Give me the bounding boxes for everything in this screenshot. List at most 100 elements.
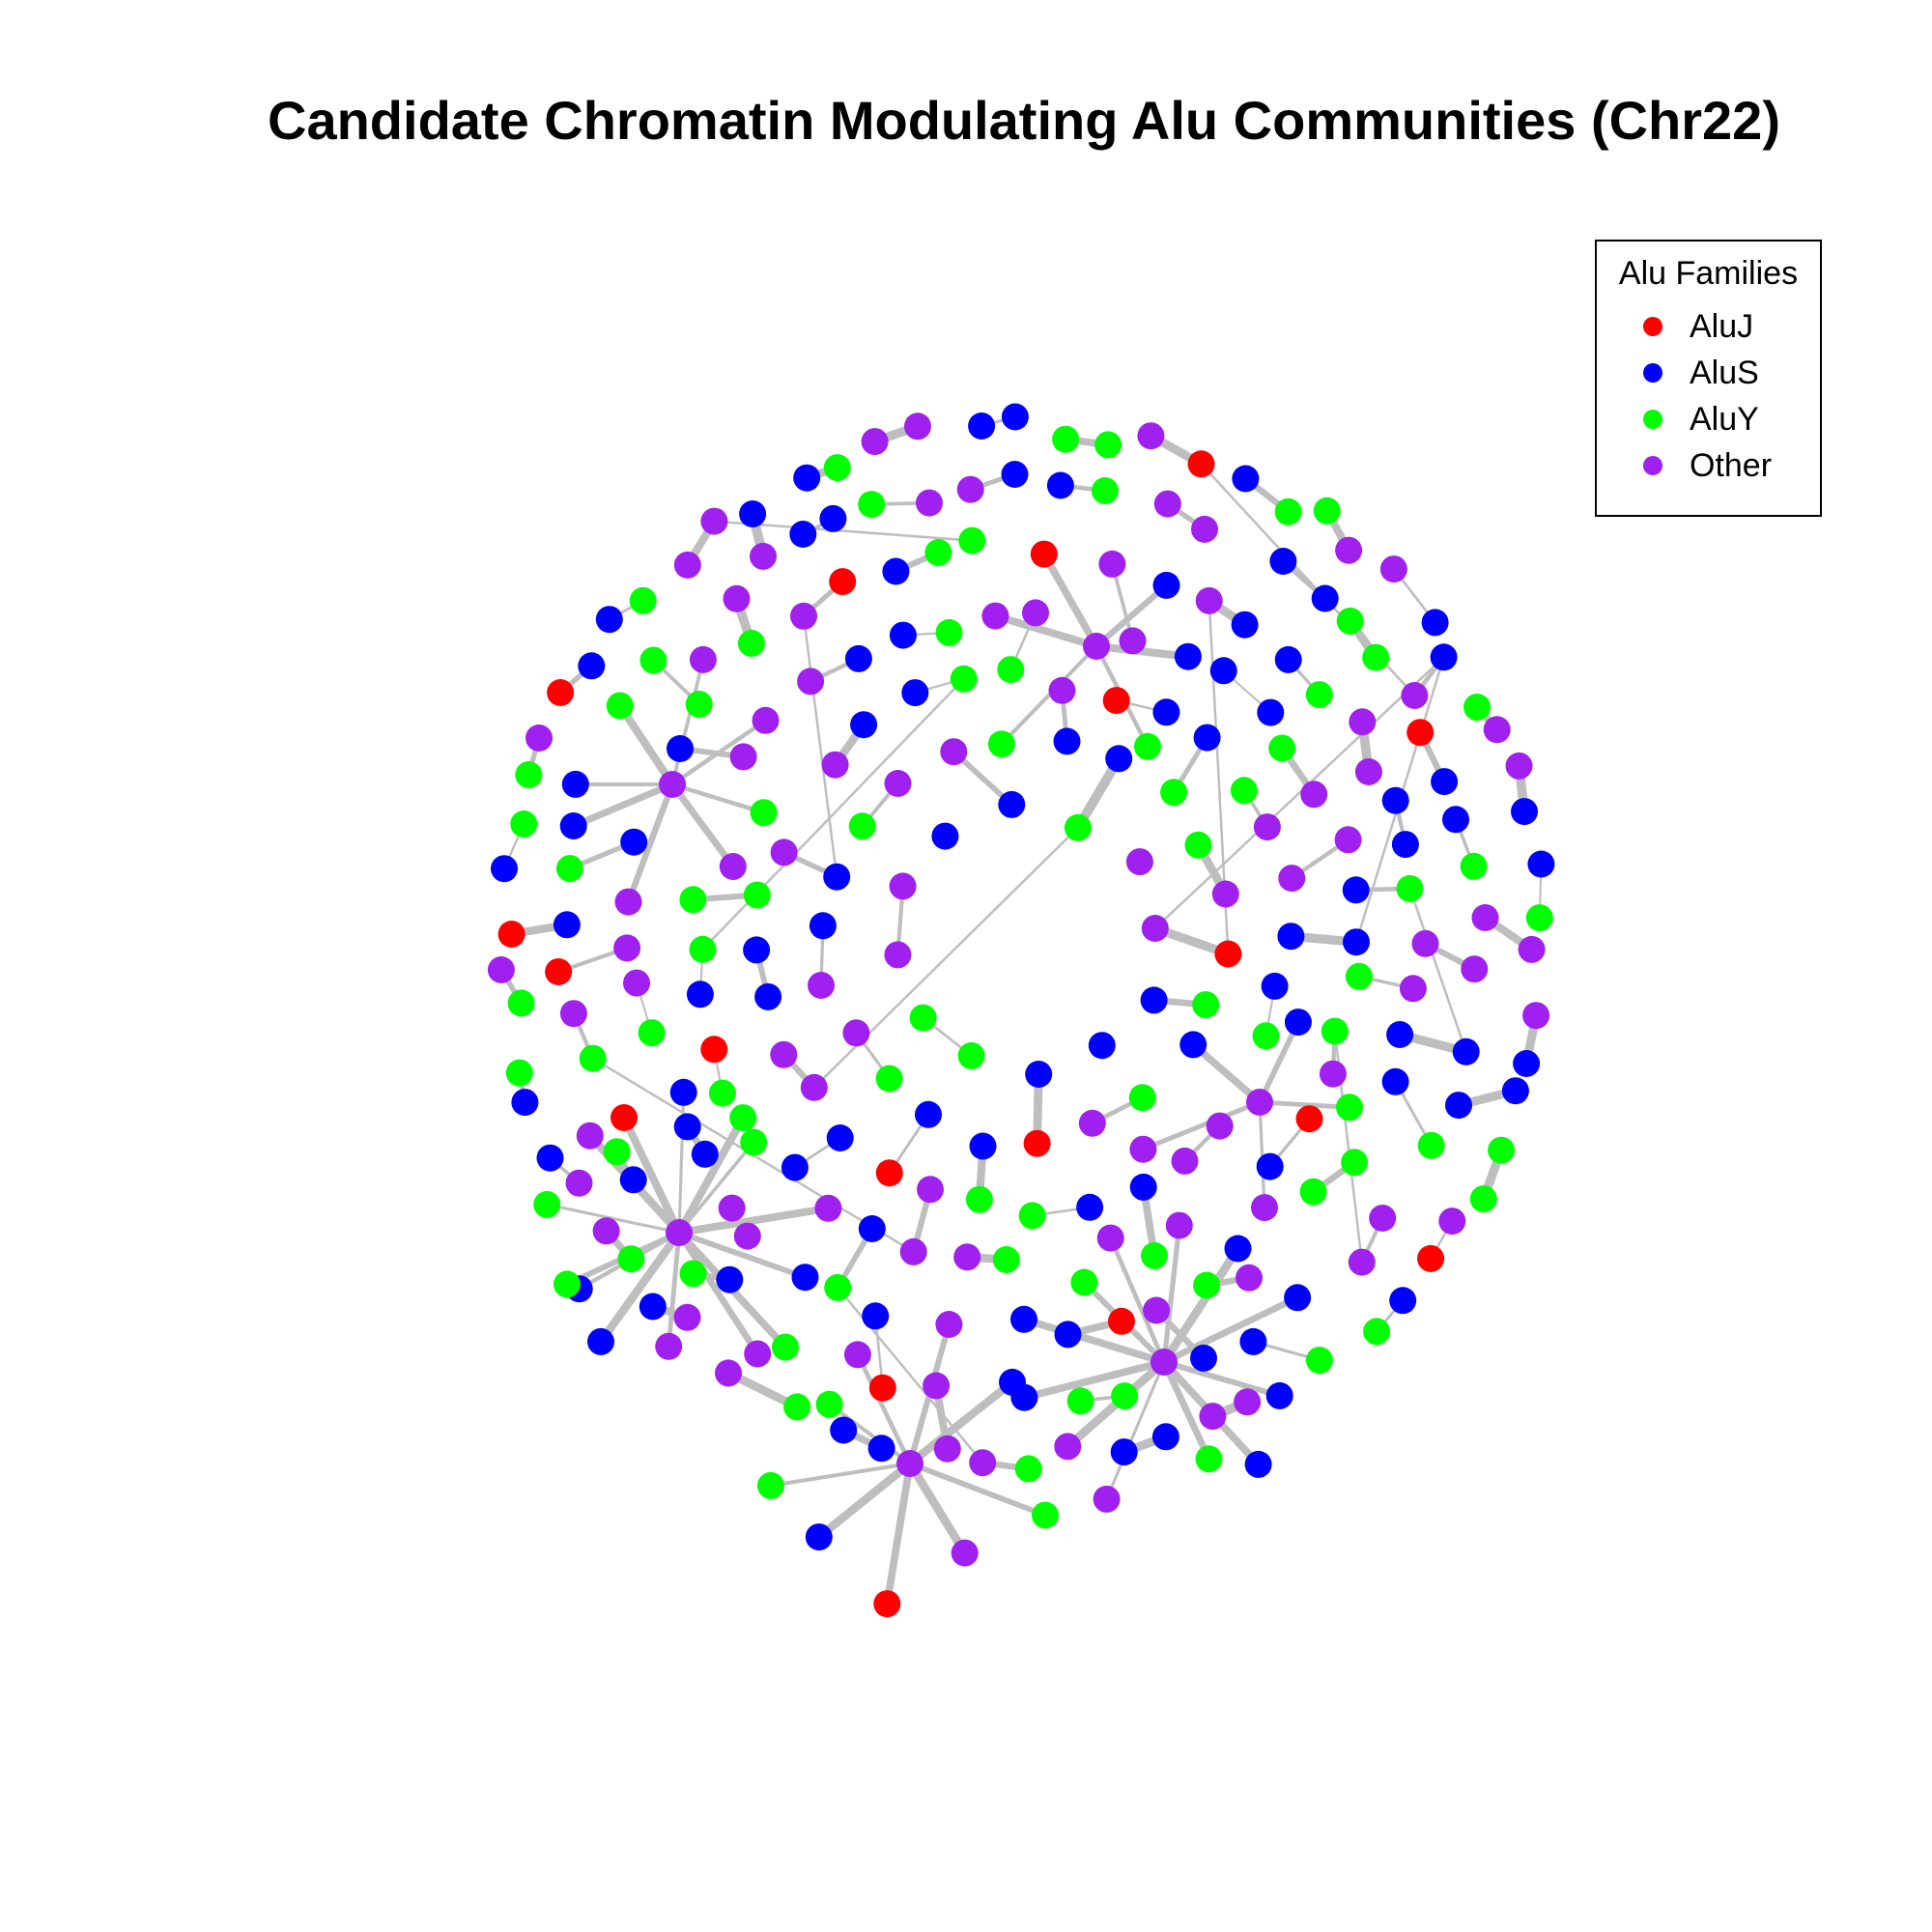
network-node-aluy <box>554 1270 581 1298</box>
network-node-other <box>861 428 889 456</box>
network-edge <box>999 644 1098 747</box>
network-node-aluy <box>1305 1347 1333 1375</box>
network-node-aluy <box>909 1004 937 1032</box>
network-node-aluy <box>1469 1185 1497 1213</box>
network-node-aluy <box>685 691 713 718</box>
network-node-other <box>1236 1264 1263 1292</box>
network-node-aluy <box>1305 681 1333 709</box>
network-node-other <box>800 1073 828 1101</box>
network-edge <box>827 1402 913 1466</box>
network-node-alus <box>781 1153 809 1181</box>
network-edge <box>1020 1315 1168 1366</box>
network-node-other <box>1522 1002 1550 1030</box>
network-edge <box>674 1114 748 1237</box>
network-node-alus <box>559 812 587 839</box>
network-node-aluy <box>1230 777 1258 805</box>
network-edge <box>676 1230 809 1281</box>
network-node-other <box>1369 1205 1397 1232</box>
network-node-aluy <box>1064 813 1092 841</box>
legend-label-other: Other <box>1690 447 1773 484</box>
legend-item-aluy: AluY <box>1597 398 1820 442</box>
legend-item-alus: AluS <box>1597 352 1820 396</box>
network-node-aluy <box>1525 904 1553 932</box>
network-node-other <box>487 956 515 983</box>
network-node-aluy <box>1032 1501 1059 1529</box>
network-edge <box>836 1286 984 1464</box>
network-node-alus <box>1232 465 1260 493</box>
network-node-other <box>1348 1248 1376 1276</box>
network-node-other <box>715 1359 742 1387</box>
network-node-other <box>576 1122 604 1150</box>
network-node-alus <box>931 822 959 850</box>
network-node-other <box>884 941 912 969</box>
network-edges <box>498 414 1543 1608</box>
network-node-other <box>1054 1433 1082 1461</box>
network-node-other <box>1211 880 1239 908</box>
network-node-aluy <box>1141 1241 1168 1269</box>
network-node-alus <box>1261 972 1289 1000</box>
network-node-alus <box>1224 1235 1252 1263</box>
network-node-alus <box>823 863 851 891</box>
network-node-aluy <box>875 1065 903 1093</box>
network-node-aluy <box>1363 1318 1391 1346</box>
network-node-alus <box>1265 1381 1293 1409</box>
network-node-other <box>790 602 817 630</box>
network-node-alus <box>1284 1009 1312 1037</box>
network-node-other <box>1151 1349 1178 1376</box>
network-node-alus <box>826 1124 854 1151</box>
network-node-aluy <box>823 454 851 482</box>
network-node-aluj <box>1406 719 1435 747</box>
network-edge <box>1105 1360 1166 1501</box>
network-node-other <box>1461 955 1489 983</box>
network-node-alus <box>901 679 929 707</box>
network-node-alus <box>1209 657 1237 685</box>
legend-item-aluj: AluJ <box>1597 305 1820 350</box>
network-node-aluy <box>1396 874 1424 902</box>
network-node-aluy <box>1336 607 1364 635</box>
network-node-other <box>623 969 650 997</box>
network-node-other <box>1096 1224 1124 1252</box>
network-node-aluy <box>858 491 886 519</box>
network-node-aluy <box>1417 1131 1445 1159</box>
network-node-other <box>750 542 777 570</box>
network-node-alus <box>999 1368 1026 1396</box>
network-node-aluy <box>1299 1178 1327 1206</box>
network-edge <box>1040 550 1100 650</box>
network-edge <box>1161 1359 1283 1399</box>
network-node-other <box>673 1303 701 1331</box>
network-node-aluy <box>772 1333 799 1361</box>
network-edge <box>905 1378 1017 1468</box>
network-node-alus <box>1151 1423 1179 1451</box>
network-node-alus <box>1501 1077 1529 1105</box>
network-node-other <box>1119 627 1147 655</box>
network-node-aluj <box>1214 940 1242 968</box>
network-node-other <box>1319 1060 1347 1088</box>
network-node-alus <box>1452 1037 1480 1065</box>
network-node-aluy <box>1052 425 1080 453</box>
network-node-alus <box>915 1100 942 1128</box>
legend-label-alus: AluS <box>1690 355 1759 391</box>
network-node-other <box>842 1019 870 1047</box>
network-node-alus <box>1431 768 1459 796</box>
network-node-other <box>1411 929 1439 957</box>
network-node-alus <box>1239 1327 1267 1355</box>
network-node-aluj <box>497 921 526 948</box>
network-node-alus <box>1190 1344 1217 1372</box>
network-node-alus <box>830 1416 858 1444</box>
legend-swatch-alus <box>1643 363 1662 383</box>
network-node-other <box>1335 536 1363 564</box>
network-node-aluy <box>1111 1382 1139 1410</box>
network-node-alus <box>809 912 837 940</box>
network-node-other <box>1022 599 1049 627</box>
network-node-aluy <box>1313 497 1341 525</box>
legend-label-aluj: AluJ <box>1690 308 1754 345</box>
network-edge <box>545 1203 681 1235</box>
network-node-alus <box>619 1166 647 1194</box>
legend-swatch-aluy <box>1643 410 1662 429</box>
network-node-aluy <box>579 1044 607 1072</box>
network-edge <box>1160 1293 1301 1366</box>
network-node-aluy <box>1184 831 1212 859</box>
network-node-alus <box>1257 698 1285 726</box>
network-node-alus <box>1430 643 1458 671</box>
network-node-alus <box>1105 745 1133 773</box>
